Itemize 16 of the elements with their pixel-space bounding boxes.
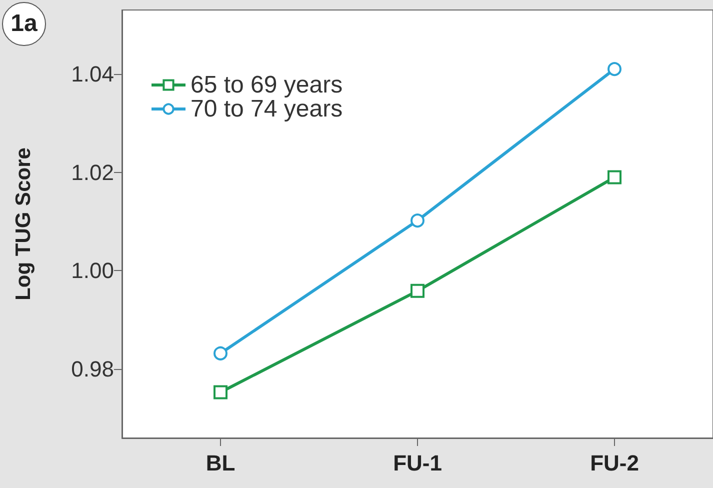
- y-tick-label: 0.98: [71, 356, 114, 382]
- point: [214, 346, 228, 360]
- point: [214, 385, 228, 400]
- legend-label: 65 to 69 years: [190, 72, 343, 98]
- point: [608, 62, 622, 76]
- point: [410, 284, 424, 298]
- point: [608, 170, 622, 184]
- y-tick-label: 1.04: [71, 61, 114, 86]
- x-tick-label: BL: [206, 450, 236, 476]
- point: [410, 214, 424, 228]
- text: 1a: [2, 2, 46, 46]
- y-tick-label: 1.00: [71, 258, 114, 284]
- x-tick-label: FU-1: [393, 450, 442, 476]
- y-axis-title: Log TUG Score: [12, 148, 35, 300]
- x-tick-label: FU-2: [590, 450, 639, 476]
- y-tick-label: 1.02: [71, 160, 114, 185]
